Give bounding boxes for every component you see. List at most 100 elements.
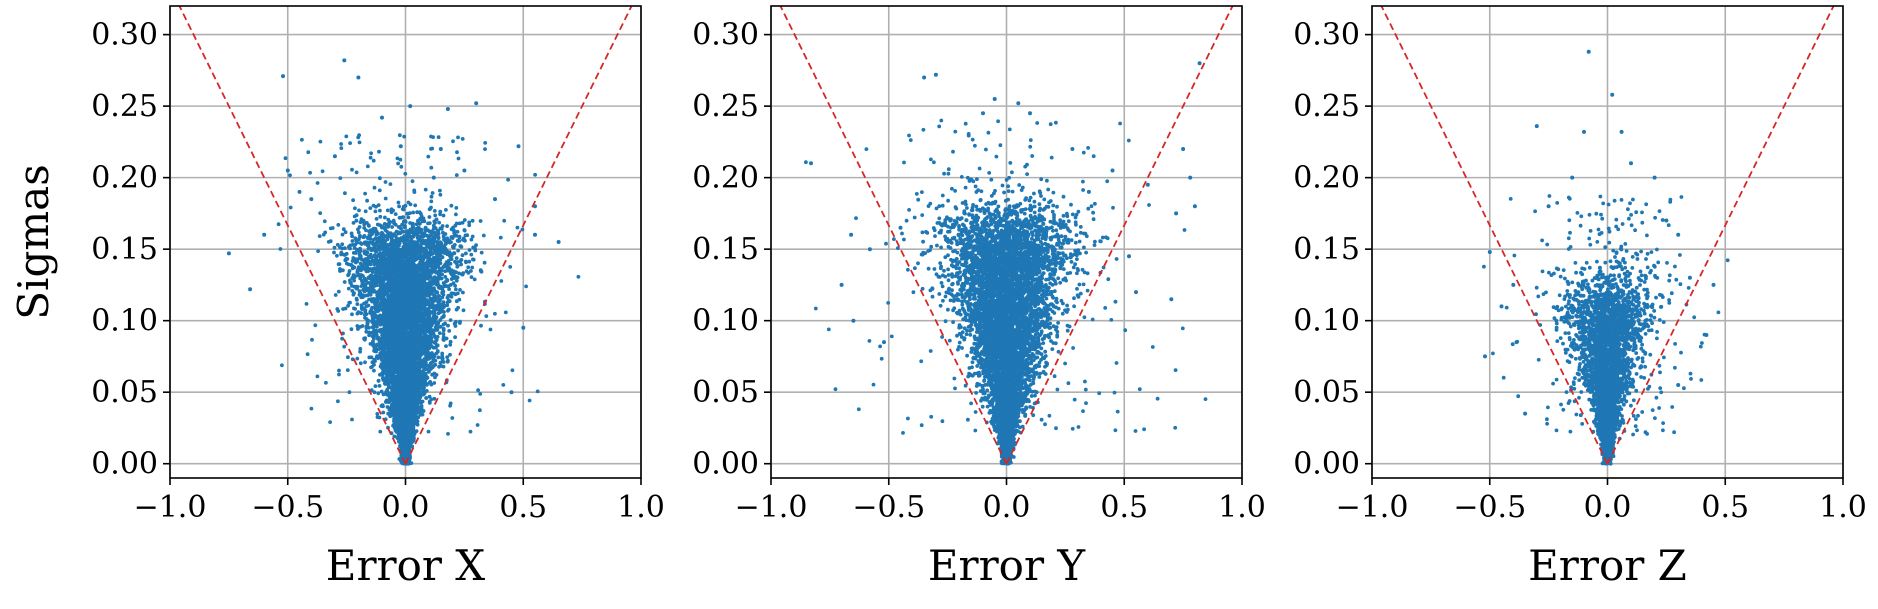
panel-1-point <box>462 228 467 233</box>
panel-1-point <box>368 262 373 267</box>
panel-1-point <box>438 361 443 365</box>
panel-1-point <box>363 191 367 196</box>
panel-1-point <box>388 231 393 236</box>
panel-1-point <box>440 290 445 295</box>
panel-1-point <box>376 356 380 361</box>
panel-1-points <box>178 6 633 466</box>
panel-1-point <box>408 286 412 290</box>
panel-1-point <box>412 421 417 425</box>
panel-1-point <box>349 231 354 236</box>
panel-1-point <box>411 231 416 236</box>
panel-1-point <box>346 286 351 291</box>
panel-1-point <box>449 291 454 296</box>
panel-1: −1.0 −0.5 0.0 0.5 1.00.000.050.100.150.200.2… <box>9 5 665 590</box>
panel-1-point <box>373 209 378 214</box>
panel-1-point <box>371 317 376 321</box>
panel-1-point <box>461 238 465 242</box>
panel-1-point <box>457 221 462 226</box>
panel-1-point <box>321 232 326 237</box>
panel-1-point <box>441 332 446 336</box>
panel-1-point <box>416 230 421 235</box>
panel-1-point <box>455 275 460 280</box>
panel-1-point <box>432 381 437 385</box>
panel-1-point <box>372 247 377 252</box>
panel-1-point <box>459 258 464 262</box>
panel-1-point <box>359 284 364 288</box>
panel-1-point <box>347 269 352 273</box>
panel-1-point <box>433 375 437 380</box>
panel-1-point <box>454 256 459 260</box>
panel-1-point <box>359 264 364 269</box>
panel-1-point <box>430 231 435 235</box>
panel-1-point <box>397 230 401 235</box>
panel-1-point <box>362 337 367 342</box>
panel-1-point <box>353 242 358 247</box>
panel-1-point <box>437 297 442 302</box>
panel-1-point <box>373 343 377 347</box>
panel-1-point <box>355 302 360 306</box>
panel-1-point <box>432 209 437 213</box>
panel-1-point <box>429 361 434 365</box>
panel-1-point <box>365 198 369 203</box>
panel-1-point <box>457 235 462 240</box>
panel-1-point <box>336 223 341 227</box>
panel-1-point <box>374 232 379 237</box>
panel-1-point <box>386 382 391 387</box>
panel-1-point <box>350 259 355 263</box>
panel-1-point <box>434 316 438 321</box>
panel-1-point <box>445 303 450 308</box>
panel-1-point <box>380 230 384 235</box>
panel-1-point <box>441 338 446 342</box>
panel-1-point <box>481 233 486 238</box>
panel-1-point <box>446 323 450 328</box>
panel-1-point <box>469 237 474 242</box>
panel-1-point <box>346 303 350 308</box>
panel-1-point <box>340 232 345 237</box>
panel-1-point <box>440 354 445 358</box>
panel-1-point <box>355 324 360 328</box>
panel-1-point <box>436 235 441 240</box>
panel-1-point <box>436 229 441 233</box>
panel-1-point <box>414 227 419 232</box>
panel-1-point <box>422 357 427 361</box>
panel-1-point <box>482 260 487 265</box>
panel-1-point <box>374 329 378 334</box>
panel-1-point <box>447 329 452 333</box>
panel-1-point <box>444 344 448 348</box>
panel-1-point <box>332 250 336 255</box>
panel-1-point <box>367 286 372 291</box>
panel-1-point <box>378 214 383 219</box>
panel-1-point <box>440 224 445 228</box>
panel-1-point <box>369 330 374 335</box>
panel-1-point <box>455 291 460 296</box>
panel-1-point <box>358 361 363 366</box>
panel-1-point <box>377 347 381 351</box>
panel-1-point <box>456 248 460 253</box>
panel-1-point <box>332 245 337 250</box>
panel-1-point <box>366 330 371 335</box>
panel-1-point <box>467 248 472 252</box>
panel-1-point <box>435 343 440 348</box>
panel-1-point <box>343 230 348 235</box>
panel-1-point <box>441 322 446 327</box>
panel-1-point <box>360 307 364 311</box>
panel-1-point <box>397 215 402 220</box>
panel-1-point <box>380 308 385 312</box>
panel-1-point <box>420 399 425 404</box>
panel-1-point <box>375 324 379 329</box>
panel-1-point <box>364 286 369 291</box>
panel-1-point <box>436 277 440 282</box>
panel-1-point <box>317 234 322 239</box>
panel-1-point <box>405 211 410 216</box>
panel-1-point <box>391 311 396 316</box>
panel-1-point <box>366 254 371 259</box>
panel-1-point <box>441 213 446 218</box>
panel-1-point <box>347 244 351 249</box>
panel-1-point <box>469 275 474 279</box>
panel-1-point <box>448 342 453 347</box>
panel-1-point <box>461 308 466 313</box>
panel-1-point <box>441 234 446 239</box>
panel-1-point <box>410 234 415 239</box>
panel-1-point <box>472 277 477 282</box>
